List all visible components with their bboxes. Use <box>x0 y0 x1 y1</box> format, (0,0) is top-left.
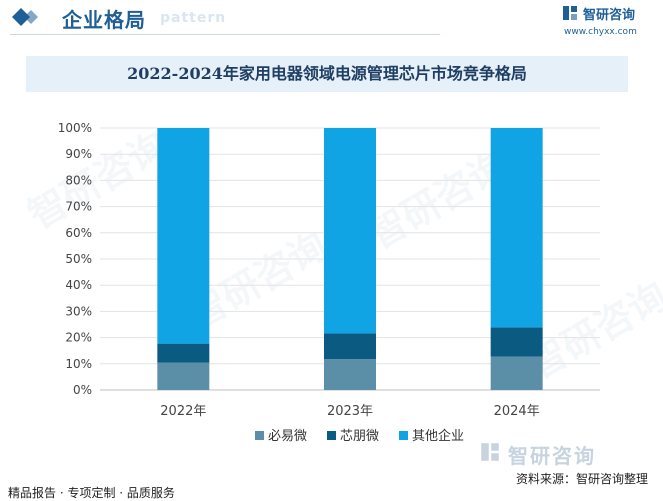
legend-swatch <box>327 431 336 440</box>
y-tick-label: 30% <box>65 304 92 318</box>
bar-segment <box>324 128 376 334</box>
y-tick-label: 100% <box>58 121 92 135</box>
y-tick-label: 20% <box>65 331 92 345</box>
source-note: 资料来源：智研咨询整理 <box>516 472 649 486</box>
x-tick-label: 2022年 <box>160 404 206 419</box>
footer-tagline: 精品报告 · 专项定制 · 品质服务 <box>8 486 175 500</box>
legend-label: 芯朋微 <box>340 429 379 444</box>
y-tick-label: 90% <box>65 147 92 161</box>
header: 企业格局 pattern <box>0 0 663 40</box>
y-tick-label: 80% <box>65 173 92 187</box>
y-tick-label: 70% <box>65 200 92 214</box>
bar-segment <box>324 333 376 360</box>
y-tick-label: 0% <box>73 383 92 397</box>
bar-segment <box>157 128 210 344</box>
section-subtitle: pattern <box>160 10 227 26</box>
header-divider <box>10 34 440 35</box>
y-tick-label: 10% <box>65 357 92 371</box>
bar-segment <box>490 327 543 357</box>
legend-label: 其他企业 <box>412 428 464 444</box>
stacked-bar-chart: 0% 10% 20% 30% 40% 50% 60% 70% 80% 90% 100% 2022年 20… <box>58 121 600 444</box>
legend-swatch <box>255 431 264 440</box>
x-tick-label: 2024年 <box>494 404 540 419</box>
bar-segment <box>324 359 376 390</box>
bar-segment <box>490 356 543 390</box>
legend-label: 必易微 <box>268 429 307 444</box>
chart-title: 2022-2024年家用电器领域电源管理芯片市场竞争格局 <box>26 56 628 92</box>
logo-name: 智研咨询 <box>583 8 636 23</box>
y-tick-label: 40% <box>65 278 92 292</box>
footer-logo-text: 智研咨询 <box>508 444 596 468</box>
bar-segment <box>157 362 210 390</box>
double-chevron-icon <box>12 8 38 26</box>
bar-segment <box>157 343 210 363</box>
section-title: 企业格局 <box>62 8 146 32</box>
x-tick-label: 2023年 <box>327 404 373 419</box>
y-tick-label: 60% <box>65 226 92 240</box>
logo-url: www.chyxx.com <box>564 27 637 37</box>
brand-logo: 智研咨询 www.chyxx.com <box>562 4 654 38</box>
footer-logo: 智研咨询 <box>480 440 650 468</box>
footer-logo-mark-icon <box>481 443 499 461</box>
logo-mark-icon <box>563 6 577 20</box>
y-tick-label: 50% <box>65 252 92 266</box>
bar-segment <box>490 128 543 328</box>
legend-swatch <box>399 431 408 440</box>
